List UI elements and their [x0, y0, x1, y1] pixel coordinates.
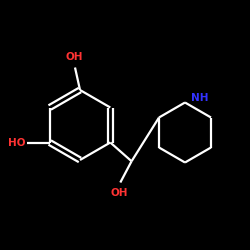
- Text: HO: HO: [8, 138, 26, 147]
- Text: OH: OH: [110, 188, 128, 198]
- Text: NH: NH: [190, 93, 208, 103]
- Text: OH: OH: [65, 52, 82, 62]
